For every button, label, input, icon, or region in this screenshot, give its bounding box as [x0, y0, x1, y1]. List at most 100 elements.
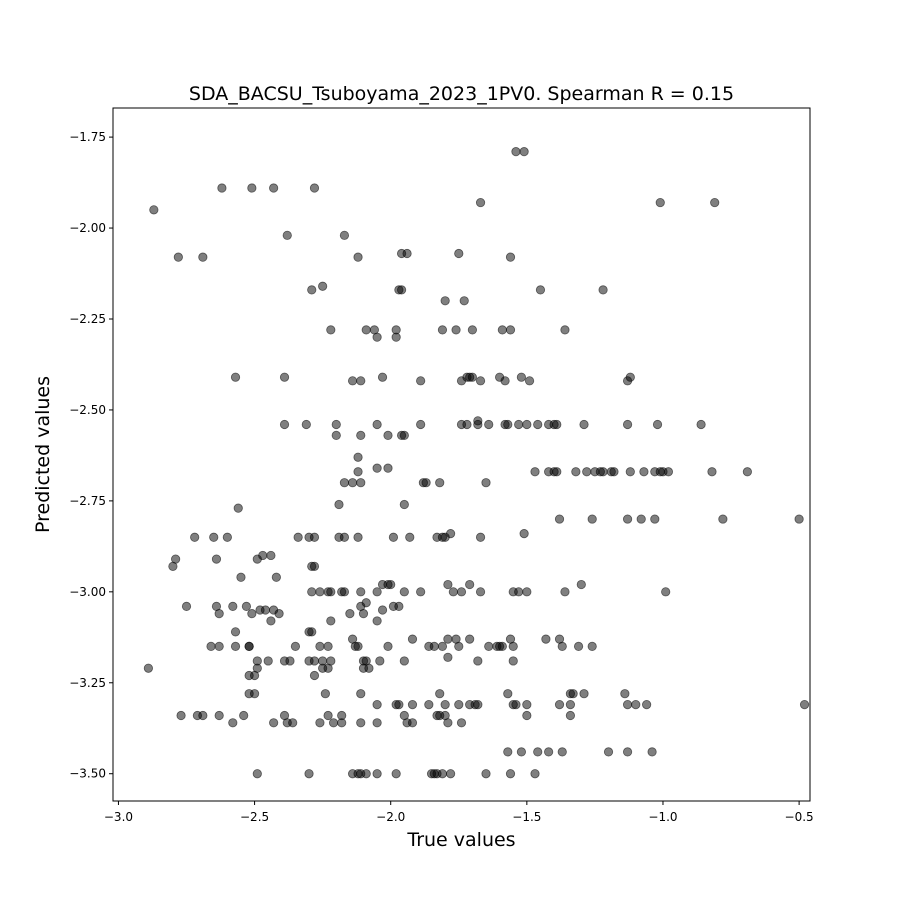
- data-point: [437, 641, 448, 651]
- data-point: [622, 514, 633, 524]
- data-point: [636, 514, 646, 524]
- data-point: [377, 372, 388, 382]
- data-point: [326, 616, 336, 626]
- data-point: [475, 376, 486, 386]
- data-point: [356, 478, 366, 488]
- data-point: [269, 718, 279, 728]
- data-point: [173, 252, 183, 262]
- data-point: [372, 587, 382, 597]
- plot-area-frame: [112, 107, 811, 802]
- data-point: [353, 532, 363, 542]
- data-point: [347, 478, 358, 488]
- data-point: [473, 699, 483, 710]
- y-axis-label: Predicted values: [32, 376, 54, 533]
- data-point: [429, 641, 439, 651]
- data-point: [443, 634, 453, 644]
- data-point: [481, 478, 491, 488]
- data-point: [522, 699, 532, 710]
- data-point: [462, 419, 472, 430]
- data-point: [465, 579, 475, 590]
- data-point: [437, 769, 448, 779]
- y-tick-label: −2.50: [69, 403, 106, 417]
- data-point: [663, 467, 674, 477]
- data-point: [353, 467, 363, 477]
- data-point: [394, 699, 404, 710]
- data-point: [375, 656, 385, 666]
- data-point: [473, 656, 483, 666]
- data-point: [508, 656, 518, 666]
- data-point: [437, 325, 448, 335]
- y-tick-label: −2.25: [69, 312, 106, 326]
- data-point: [334, 499, 344, 510]
- data-point: [459, 296, 469, 306]
- data-point: [315, 641, 325, 651]
- data-point: [571, 467, 581, 477]
- data-point: [533, 747, 543, 757]
- data-point: [339, 532, 350, 542]
- data-point: [274, 609, 284, 619]
- data-point: [522, 710, 532, 721]
- data-point: [315, 718, 325, 728]
- data-point: [209, 532, 219, 542]
- data-point: [309, 670, 320, 681]
- data-point: [484, 419, 494, 430]
- y-tick-label: −2.00: [69, 221, 106, 235]
- data-point: [279, 372, 290, 382]
- chart-title: SDA_BACSU_Tsuboyama_2023_1PV0. Spearman …: [189, 83, 734, 105]
- data-point: [318, 281, 328, 291]
- x-tick-label: −0.5: [785, 810, 814, 824]
- data-point: [497, 641, 507, 651]
- data-point: [247, 609, 257, 619]
- data-point: [560, 325, 570, 335]
- data-point: [263, 656, 273, 666]
- data-point: [622, 747, 633, 757]
- data-point: [622, 699, 633, 710]
- data-point: [228, 718, 238, 728]
- data-point: [552, 467, 562, 477]
- data-point: [443, 579, 453, 590]
- data-point: [214, 641, 224, 651]
- data-point: [372, 699, 382, 710]
- y-tick-label: −2.75: [69, 494, 106, 508]
- x-axis: −3.0 −2.5 −2.0 −1.5 −1.0 −0.5: [104, 801, 814, 824]
- data-point: [416, 419, 426, 430]
- data-point: [301, 419, 311, 430]
- y-tick-label: −3.00: [69, 585, 106, 599]
- data-point: [742, 467, 752, 477]
- data-point: [443, 652, 453, 662]
- data-point: [304, 769, 314, 779]
- data-point: [416, 376, 426, 386]
- data-point: [181, 601, 192, 611]
- data-point: [565, 710, 576, 721]
- data-point: [557, 747, 567, 757]
- data-point: [446, 769, 456, 779]
- data-point: [710, 197, 720, 208]
- data-point: [481, 769, 491, 779]
- data-point: [239, 710, 249, 721]
- data-point: [405, 532, 415, 542]
- data-point: [190, 532, 200, 542]
- data-point: [568, 689, 578, 699]
- data-point: [290, 641, 301, 651]
- data-point: [446, 529, 456, 539]
- data-point: [399, 430, 409, 440]
- data-point: [603, 747, 614, 757]
- data-point: [214, 609, 224, 619]
- data-point: [331, 430, 341, 440]
- data-point: [372, 463, 382, 473]
- data-point: [345, 609, 355, 619]
- data-point: [339, 230, 350, 240]
- data-point: [524, 376, 535, 386]
- data-point: [326, 587, 336, 597]
- data-point: [356, 587, 366, 597]
- data-point: [407, 634, 418, 644]
- y-tick-label: −3.25: [69, 676, 106, 690]
- data-point: [214, 710, 224, 721]
- data-point: [598, 285, 608, 295]
- data-point: [347, 376, 358, 386]
- data-point: [337, 710, 347, 721]
- data-point: [386, 579, 396, 590]
- x-tick-label: −1.0: [648, 810, 677, 824]
- data-point: [421, 478, 431, 488]
- data-point: [718, 514, 728, 524]
